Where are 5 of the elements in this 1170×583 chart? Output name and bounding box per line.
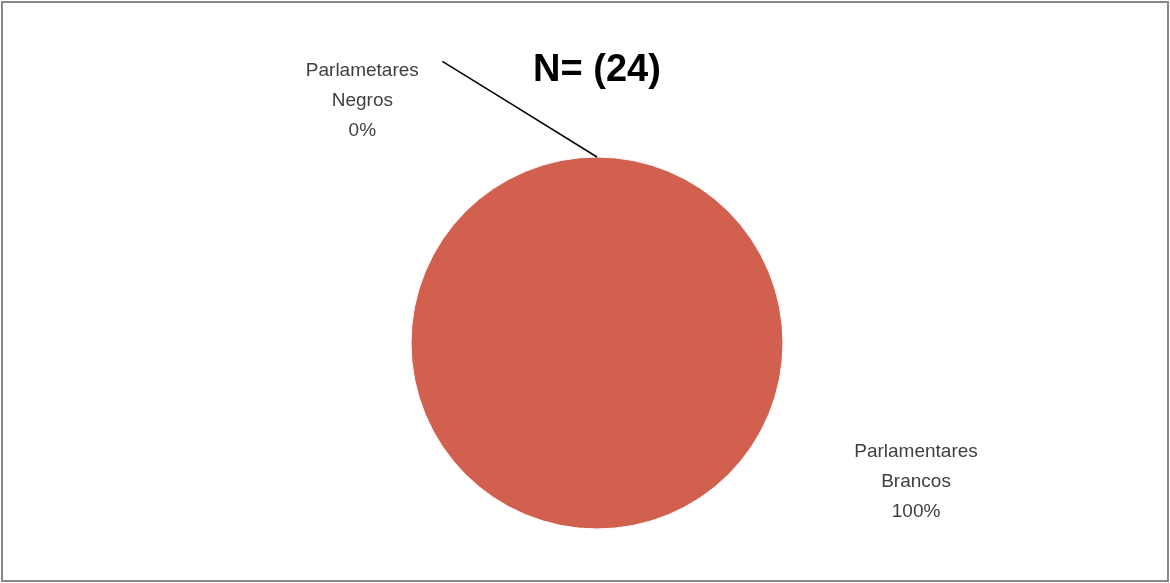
- chart-title: N= (24): [533, 47, 661, 89]
- category-label: Parlametares Negros: [305, 59, 419, 111]
- slice-label: Parlamentares Brancos: [854, 439, 978, 491]
- text: 0%: [348, 119, 377, 141]
- data-label: 100%: [891, 499, 941, 521]
